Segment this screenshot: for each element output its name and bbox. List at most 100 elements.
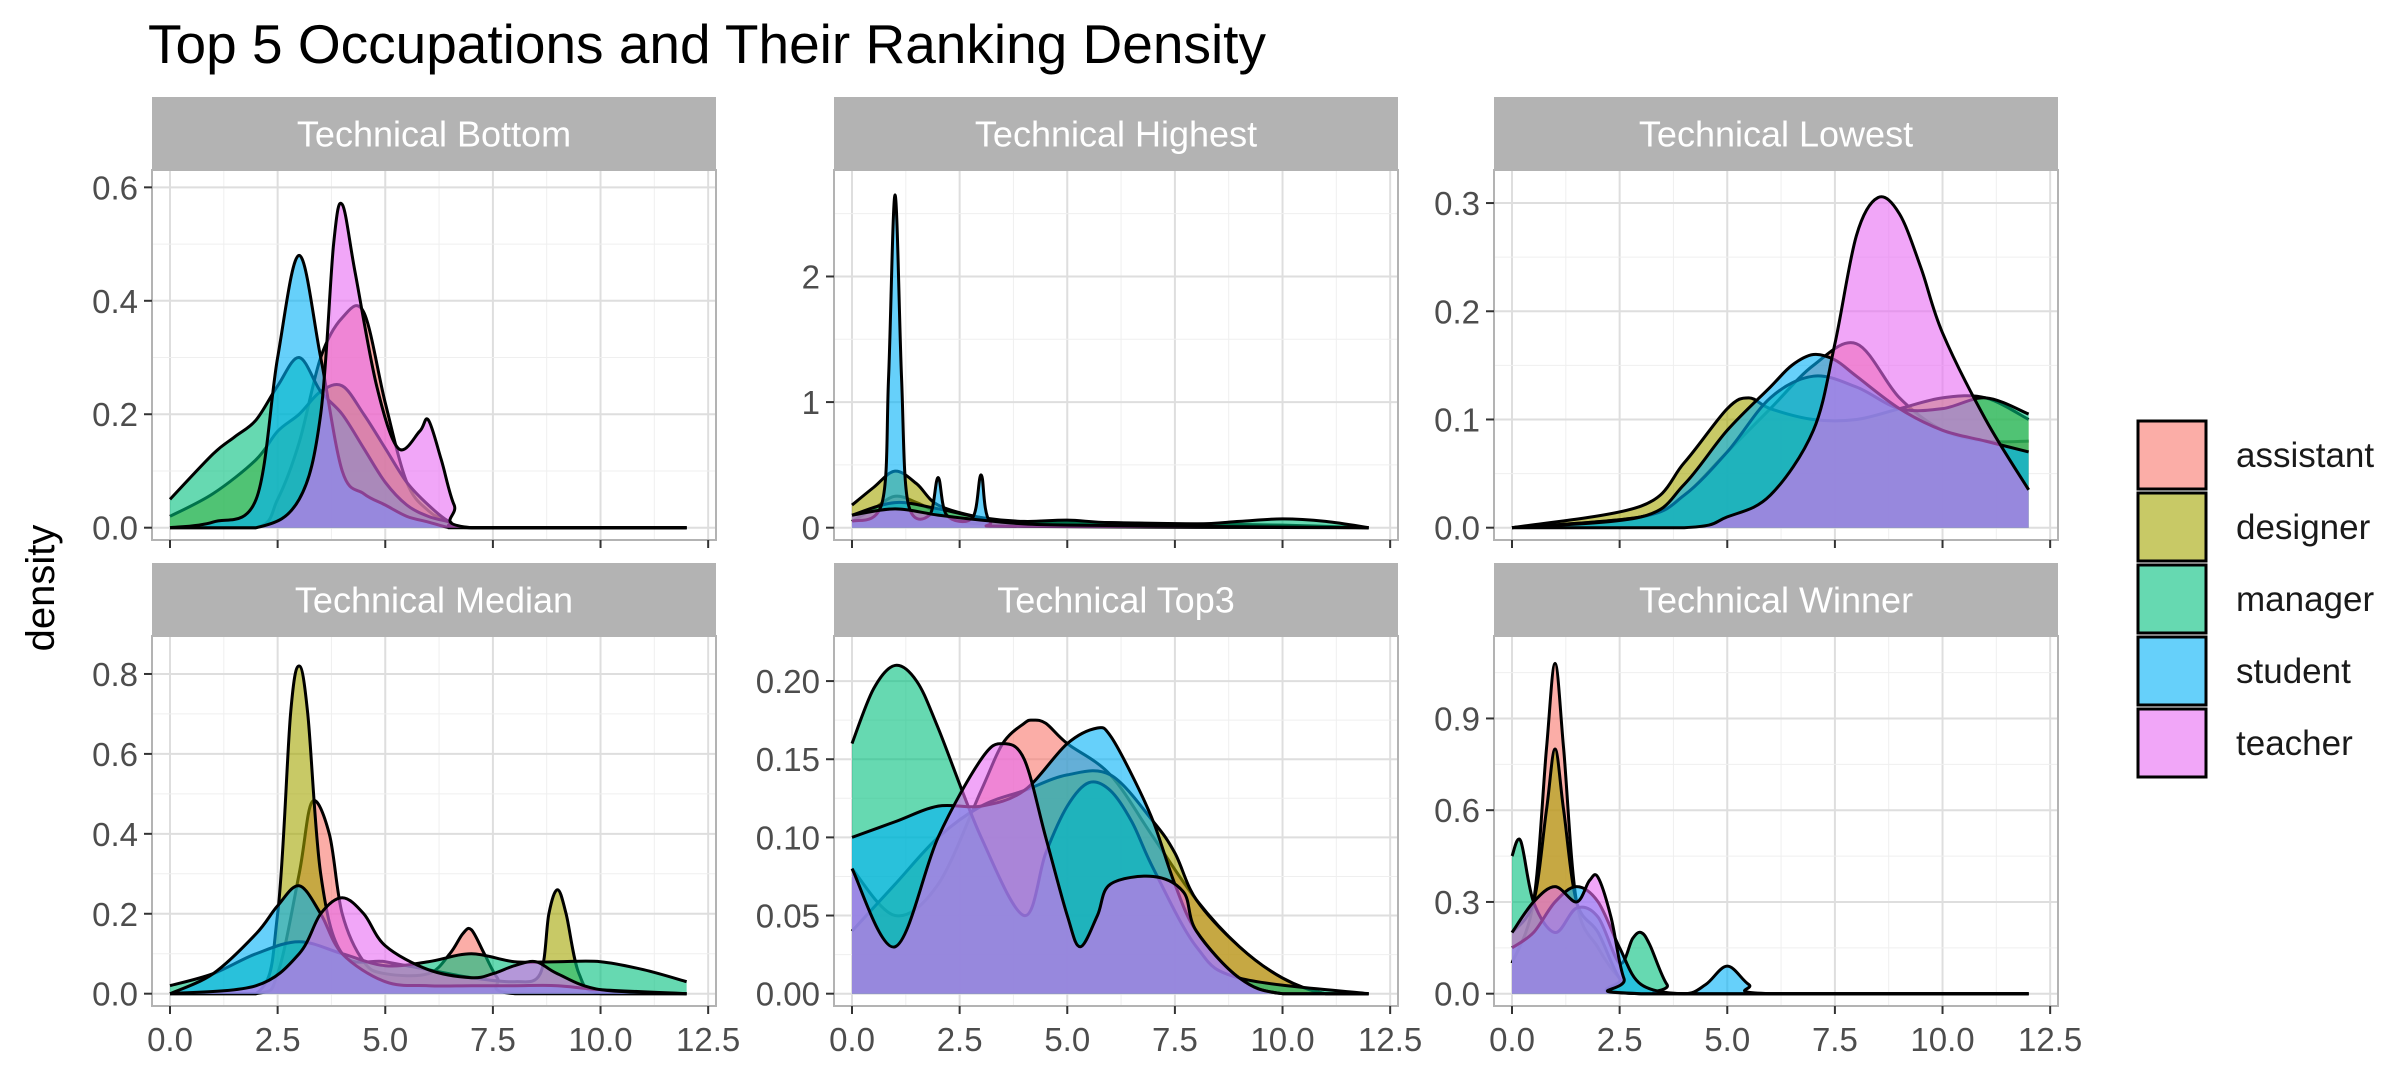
panel-border	[1493, 169, 2059, 541]
panel-border	[833, 635, 1399, 1007]
legend-item-teacher: teacher	[2136, 707, 2353, 779]
panel-border	[833, 169, 1399, 541]
x-tick-label: 7.5	[1812, 1021, 1858, 1058]
density-area-student	[170, 255, 687, 528]
facet-strip-label: Technical Highest	[975, 114, 1257, 155]
x-tick-label: 0.0	[829, 1021, 875, 1058]
density-areas	[1510, 661, 2029, 996]
x-tick-label: 7.5	[470, 1021, 516, 1058]
panel-technical-top3: Technical Top3 0.00 0.05 0.10 0.15 0.20 0.0 2.5…	[756, 563, 1422, 1058]
facet-strip	[834, 563, 1398, 636]
y-tick-label: 0.05	[756, 898, 820, 935]
panel-technical-median: Technical Median 0.0 0.2 0.4 0.6 0.8 0.0 2.5 5.0…	[92, 563, 740, 1058]
legend-label: teacher	[2236, 724, 2353, 763]
legend-label: assistant	[2236, 436, 2374, 475]
density-areas	[169, 664, 688, 996]
density-areas	[1511, 195, 2030, 530]
density-line-teacher	[1512, 195, 2030, 530]
density-areas	[851, 193, 1369, 530]
panel-technical-highest: Technical Highest 0 1 2	[802, 97, 1399, 548]
legend-item-student: student	[2136, 635, 2351, 707]
y-tick-label: 0.2	[92, 896, 138, 933]
x-tick-label: 0.0	[1489, 1021, 1535, 1058]
y-tick-label: 0.2	[1434, 293, 1480, 330]
x-tick-label: 5.0	[1704, 1021, 1750, 1058]
density-area-teacher	[852, 508, 1369, 528]
x-tick-label: 7.5	[1152, 1021, 1198, 1058]
facet-strip	[152, 563, 716, 636]
facet-strip	[834, 97, 1398, 170]
y-tick-label: 0.3	[1434, 185, 1480, 222]
density-line-teacher	[851, 507, 1369, 530]
y-tick-label: 0.0	[92, 976, 138, 1013]
x-tick-label: 0.0	[147, 1021, 193, 1058]
panel-technical-winner: Technical Winner 0.0 0.3 0.6 0.9 0.0 2.5 5.0 7.5…	[1434, 563, 2082, 1058]
x-tick-label: 5.0	[1044, 1021, 1090, 1058]
y-tick-label: 0.9	[1434, 700, 1480, 737]
density-line-teacher	[850, 742, 1369, 996]
density-area-teacher	[170, 897, 687, 994]
facet-strip-label: Technical Median	[295, 580, 573, 621]
x-tick-label: 2.5	[937, 1021, 983, 1058]
legend-key-manager	[2136, 563, 2208, 635]
y-tick-label: 0.00	[756, 976, 820, 1013]
panel-border	[1493, 635, 2059, 1007]
x-tick-label: 12.5	[2018, 1021, 2082, 1058]
facet-strip-label: Technical Top3	[997, 580, 1235, 621]
density-area-teacher	[1512, 196, 2029, 528]
y-tick-label: 0.10	[756, 819, 820, 856]
y-tick-label: 0	[802, 510, 820, 547]
density-areas	[168, 201, 687, 530]
x-tick-label: 12.5	[676, 1021, 740, 1058]
facet-strip	[1494, 97, 2058, 170]
legend-key-assistant	[2136, 419, 2208, 491]
panel-technical-bottom: Technical Bottom 0.0 0.2 0.4 0.6	[92, 97, 717, 548]
y-tick-label: 0.6	[92, 169, 138, 206]
x-tick-label: 5.0	[362, 1021, 408, 1058]
legend-key-teacher	[2136, 707, 2208, 779]
x-tick-label: 12.5	[1358, 1021, 1422, 1058]
panel-border	[151, 635, 717, 1007]
facet-strip-label: Technical Bottom	[297, 114, 571, 155]
legend-item-assistant: assistant	[2136, 419, 2374, 491]
y-tick-label: 0.6	[1434, 792, 1480, 829]
chart-title: Top 5 Occupations and Their Ranking Dens…	[148, 13, 1266, 75]
y-tick-label: 0.4	[92, 283, 138, 320]
density-area-teacher	[1512, 874, 2029, 994]
x-tick-label: 10.0	[1910, 1021, 1974, 1058]
y-tick-label: 0.0	[1434, 976, 1480, 1013]
y-tick-label: 0.6	[92, 736, 138, 773]
density-area-student	[852, 194, 1369, 528]
legend-label: designer	[2236, 508, 2371, 547]
y-axis-title: density	[19, 525, 63, 652]
panels-layer: Technical Bottom 0.0 0.2 0.4 0.6 Technical Hi…	[92, 97, 2082, 1058]
y-tick-label: 2	[802, 258, 820, 295]
density-area-manager	[1512, 839, 2029, 994]
y-tick-label: 0.15	[756, 741, 820, 778]
density-area-teacher	[852, 743, 1369, 994]
legend-item-manager: manager	[2136, 563, 2374, 635]
y-tick-label: 0.0	[1434, 510, 1480, 547]
panel-border	[151, 169, 717, 541]
y-tick-label: 0.3	[1434, 884, 1480, 921]
y-tick-label: 1	[802, 384, 820, 421]
y-tick-label: 0.20	[756, 663, 820, 700]
x-tick-label: 10.0	[568, 1021, 632, 1058]
y-tick-label: 0.0	[92, 510, 138, 547]
density-areas	[850, 663, 1369, 996]
density-line-teacher	[1510, 873, 2029, 996]
y-tick-label: 0.4	[92, 816, 138, 853]
facet-strip	[152, 97, 716, 170]
legend: assistant designer manager student teacher	[2136, 419, 2374, 779]
legend-key-designer	[2136, 491, 2208, 563]
legend-label: manager	[2236, 580, 2374, 619]
facet-strip-label: Technical Winner	[1639, 580, 1913, 621]
legend-label: student	[2236, 652, 2351, 691]
legend-key-student	[2136, 635, 2208, 707]
density-line-teacher	[169, 896, 687, 996]
x-tick-label: 10.0	[1250, 1021, 1314, 1058]
plot-panel	[834, 170, 1398, 540]
y-tick-label: 0.8	[92, 656, 138, 693]
facet-strip	[1494, 563, 2058, 636]
